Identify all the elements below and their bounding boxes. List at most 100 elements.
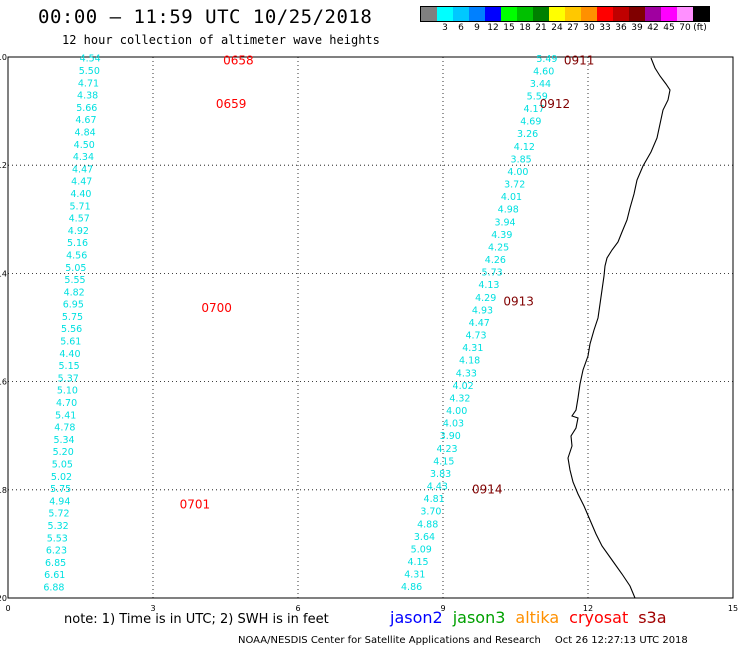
y-tick-label: -12 [0,161,7,170]
legend-label: 36 [615,23,627,33]
page-title: 00:00 – 11:59 UTC 10/25/2018 [38,6,373,28]
pass-time-label: 0914 [472,483,503,497]
wave-height-label: 4.23 [436,444,457,455]
legend-label: 9 [474,23,480,33]
wave-height-label: 3.72 [504,180,525,191]
wave-height-label: 4.73 [465,331,486,342]
wave-height-label: 4.94 [49,496,70,507]
wave-height-label: 4.02 [453,381,474,392]
x-tick-label: 0 [5,604,10,613]
wave-height-label: 6.88 [43,582,64,593]
legend-swatch [549,7,565,21]
legend-label: 42 [647,23,659,33]
x-tick-label: 15 [728,604,738,613]
wave-height-label: 4.15 [407,557,428,568]
wave-height-label: 4.47 [71,177,92,188]
x-tick-label: 9 [440,604,445,613]
wave-height-label: 4.81 [424,494,445,505]
wave-height-label: 4.40 [59,349,80,360]
wave-height-label: 4.84 [75,128,96,139]
legend-label: 18 [519,23,531,33]
credit-text: NOAA/NESDIS Center for Satellite Applica… [238,635,541,646]
satellite-altika: altika [515,608,560,627]
wave-height-label: 6.95 [63,300,84,311]
pass-time-label: 0659 [216,97,247,111]
wave-height-label: 5.05 [65,263,86,274]
wave-height-label: 5.09 [411,544,432,555]
wave-height-label: 4.69 [520,117,541,128]
legend-swatch [421,7,437,21]
coastline [567,57,671,599]
x-tick-label: 6 [295,604,300,613]
wave-height-label: 4.18 [459,356,480,367]
wave-height-label: 5.72 [48,509,69,520]
wave-height-label: 5.66 [76,103,97,114]
satellite-jason3: jason3 [452,608,506,627]
footnote: note: 1) Time is in UTC; 2) SWH is in fe… [64,612,329,627]
color-legend: 3 6 9 12 15 18 21 24 27 30 33 36 39 42 45 70 (ft) [420,6,710,34]
legend-labels: 3 6 9 12 15 18 21 24 27 30 33 36 39 42 45 70 (ft) [420,22,710,34]
satellite-legend: jason2 jason3 altika cryosat s3a [390,608,677,627]
page-subtitle: 12 hour collection of altimeter wave hei… [62,33,380,47]
wave-height-label: 4.86 [401,582,422,593]
wave-height-label: 5.56 [61,324,82,335]
wave-height-label: 4.12 [514,142,535,153]
wave-height-label: 4.54 [80,54,101,65]
wave-height-label: 4.57 [69,214,90,225]
wave-height-label: 5.71 [69,201,90,212]
wave-height-label: 4.98 [498,205,519,216]
wave-height-label: 5.20 [53,447,74,458]
wave-height-label: 3.94 [494,217,515,228]
wave-height-label: 4.92 [68,226,89,237]
wave-height-label: 4.93 [472,305,493,316]
legend-label: 15 [503,23,515,33]
wave-height-label: 5.10 [57,386,78,397]
wave-height-label: 5.05 [52,459,73,470]
wave-height-label: 4.60 [533,66,554,77]
legend-swatch [597,7,613,21]
wave-height-label: 4.31 [404,570,425,581]
wave-height-label: 4.43 [427,482,448,493]
legend-swatch [485,7,501,21]
legend-swatch [693,7,709,21]
wave-height-label: 5.73 [482,268,503,279]
wave-height-label: 4.47 [469,318,490,329]
y-tick-label: -18 [0,486,7,495]
legend-label: 45 [663,23,675,33]
wave-height-label: 5.02 [51,472,72,483]
wave-height-label: 5.75 [62,312,83,323]
wave-height-label: 4.82 [64,287,85,298]
pass-time-label: 0913 [503,294,534,308]
wave-height-label: 4.88 [417,519,438,530]
wave-height-label: 5.53 [47,533,68,544]
wave-height-label: 4.40 [70,189,91,200]
wave-height-label: 5.49 [536,54,557,65]
timestamp: Oct 26 12:27:13 UTC 2018 [554,635,688,646]
wave-height-label: 4.38 [77,91,98,102]
legend-label: 70 [679,23,691,33]
wave-height-label: 4.03 [443,419,464,430]
legend-label: 39 [631,23,643,33]
x-tick-label: 12 [583,604,593,613]
wave-height-label: 4.31 [462,343,483,354]
wave-height-label: 3.64 [414,532,435,543]
wave-height-label: 4.29 [475,293,496,304]
wave-height-label: 4.13 [478,280,499,291]
legend-label: (ft) [693,23,707,33]
wave-height-label: 4.26 [485,255,506,266]
legend-label: 30 [583,23,595,33]
wave-height-label: 4.67 [75,115,96,126]
wave-height-label: 5.15 [59,361,80,372]
wave-height-label: 5.41 [55,410,76,421]
y-tick-label: -20 [0,594,7,603]
wave-height-label: 4.34 [73,152,94,163]
wave-height-label: 4.25 [488,242,509,253]
wave-height-label: 4.50 [74,140,95,151]
wave-height-label: 4.01 [501,192,522,203]
wave-height-label: 4.39 [491,230,512,241]
legend-label: 12 [487,23,499,33]
wave-height-label: 3.90 [440,431,461,442]
legend-swatch [437,7,453,21]
legend-swatch [645,7,661,21]
wave-height-label: 6.23 [46,546,67,557]
